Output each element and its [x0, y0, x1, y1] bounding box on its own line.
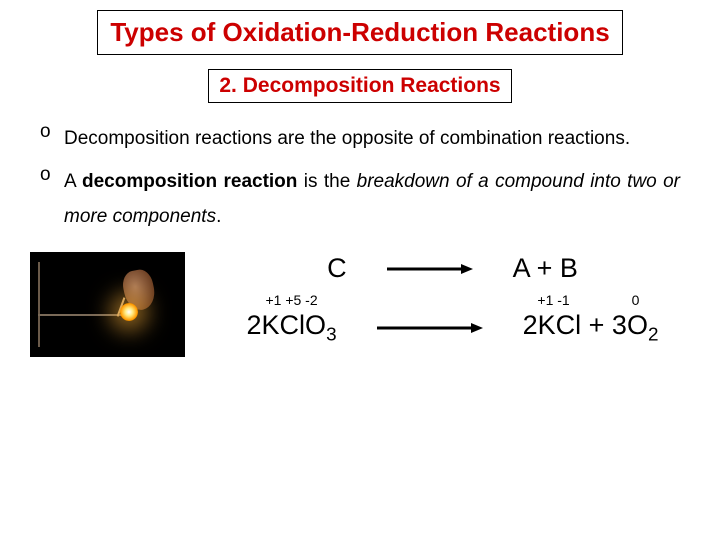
text-fragment: A [64, 171, 82, 192]
text-fragment: . [216, 206, 221, 227]
equations: C A + B +1 +5 -2 2KClO3 +1 -10 2KCl + 3O… [215, 253, 690, 356]
diagram-area: C A + B +1 +5 -2 2KClO3 +1 -10 2KCl + 3O… [30, 252, 690, 357]
page-title: Types of Oxidation-Reduction Reactions [110, 17, 609, 48]
subtitle: 2. Decomposition Reactions [219, 74, 500, 98]
oxidation-numbers: +1 -1 0 [523, 292, 659, 308]
bullet-mark: o [40, 121, 64, 156]
specific-equation: +1 +5 -2 2KClO3 +1 -10 2KCl + 3O2 [215, 310, 690, 346]
coef: 2 [523, 310, 538, 340]
bullet-text: A decomposition reaction is the breakdow… [64, 164, 680, 234]
text-fragment: is the [297, 171, 356, 192]
subtitle-box: 2. Decomposition Reactions [208, 69, 511, 103]
title-box: Types of Oxidation-Reduction Reactions [97, 10, 622, 55]
list-item: o Decomposition reactions are the opposi… [40, 121, 680, 156]
eq-left: +1 +5 -2 2KClO3 [247, 310, 337, 346]
oxidation-numbers: +1 +5 -2 [247, 292, 337, 308]
arrow-icon [387, 262, 473, 276]
text-bold: decomposition reaction [82, 171, 297, 192]
arrow-icon [377, 321, 483, 335]
coef: 3 [612, 310, 627, 340]
general-equation: C A + B [215, 253, 690, 284]
bullet-list: o Decomposition reactions are the opposi… [40, 121, 680, 234]
experiment-photo [30, 252, 185, 357]
coef: 2 [247, 310, 262, 340]
formula: KClO [262, 310, 327, 340]
formula: KCl [538, 310, 582, 340]
bullet-text: Decomposition reactions are the opposite… [64, 121, 680, 156]
eq-right: A + B [513, 253, 578, 284]
ox-fragment: 0 [611, 292, 661, 308]
ox-fragment: +1 -1 [523, 292, 585, 308]
stand-shape [38, 262, 40, 347]
arm-shape [38, 314, 128, 316]
bullet-mark: o [40, 164, 64, 234]
subscript: 3 [326, 325, 337, 346]
eq-right: +1 -10 2KCl + 3O2 [523, 310, 659, 346]
subscript: 2 [648, 325, 659, 346]
formula: O [627, 310, 648, 340]
list-item: o A decomposition reaction is the breakd… [40, 164, 680, 234]
flame-icon [120, 303, 138, 321]
plus: + [581, 310, 612, 340]
eq-left: C [327, 253, 347, 284]
